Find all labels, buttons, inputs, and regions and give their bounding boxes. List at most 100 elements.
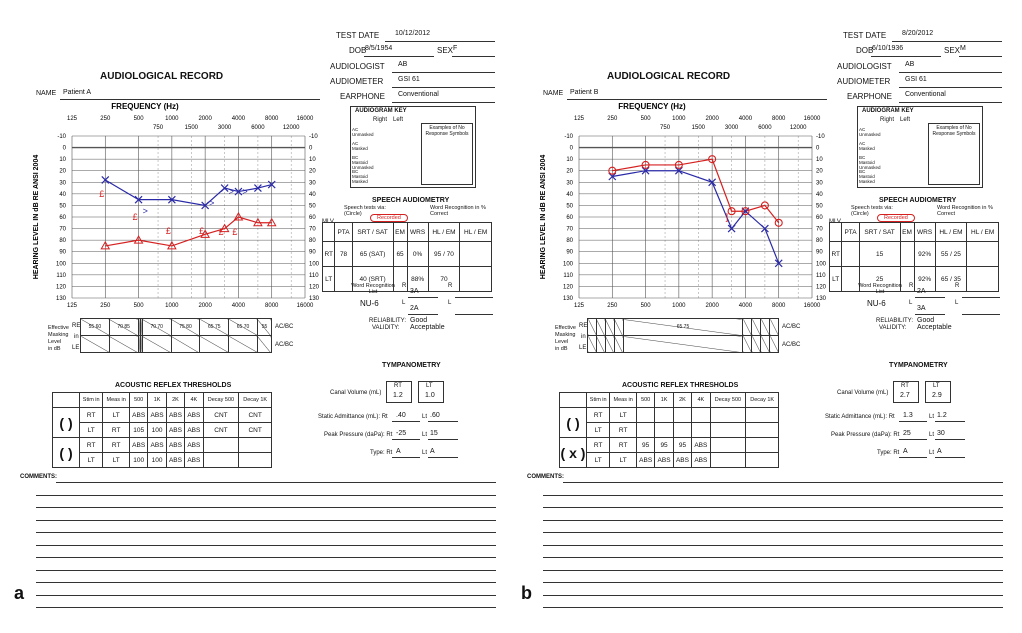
db-tick-left: -10 [564, 134, 573, 140]
reflex-header: Decay 500 [202, 392, 240, 408]
db-tick-left: 80 [59, 238, 66, 244]
reflex-header: Stim in [78, 392, 104, 408]
reflex-cell: ABS [672, 452, 693, 468]
field-underline [452, 56, 495, 57]
left-ac-x-mark [774, 259, 783, 268]
db-tick-left: 120 [563, 284, 574, 290]
masking-cell [108, 335, 139, 353]
field-underline [36, 569, 496, 571]
word-list-r: 3A [410, 288, 419, 295]
reflex-cell: LT [102, 407, 130, 423]
field-underline [899, 457, 927, 458]
field-underline [543, 569, 1003, 571]
left-ac-x-mark [101, 176, 110, 184]
reflex-cell: ABS [165, 422, 186, 438]
db-tick-right: 0 [309, 146, 313, 152]
db-tick-right: 100 [816, 261, 827, 267]
field-underline [392, 87, 495, 88]
word-l-label: L [402, 300, 406, 306]
db-tick-right: 120 [816, 284, 827, 290]
reflex-header: 500 [635, 392, 656, 408]
name-label: NAME [36, 90, 57, 97]
lt-short: Lt [422, 450, 428, 456]
masking-cell: 55 [256, 318, 273, 336]
left-ac-x-mark [220, 184, 229, 192]
reflex-header: Meas in [102, 392, 130, 408]
word-list-r: 2A [917, 288, 926, 295]
reflex-side-head [52, 392, 80, 408]
reflex-cell [654, 422, 674, 438]
freq-tick-inter: 750 [153, 125, 164, 131]
rt-volume-box: RT 2.7 [893, 381, 919, 403]
right-ac-o-mark [774, 218, 783, 227]
masking-cell [141, 335, 172, 353]
masking-cell [604, 335, 615, 353]
reflex-cell: ABS [691, 452, 711, 468]
speech-header: EM [392, 222, 408, 242]
static-adm-lt: .60 [430, 412, 440, 419]
reflex-cell: RT [78, 407, 104, 423]
speech-header: PTA [841, 222, 860, 242]
freq-tick-inter: 3000 [725, 125, 739, 131]
ipsi-group: ( ) [52, 437, 80, 468]
reflex-cell [654, 407, 674, 423]
dob-label: DOB [856, 46, 874, 55]
db-tick-right: 90 [309, 250, 316, 256]
field-underline [36, 544, 496, 546]
db-tick-right: 20 [309, 169, 316, 175]
speech-cell [841, 241, 860, 267]
masking-cell [769, 335, 779, 353]
audiogram-form-a: TEST DATE 10/12/2012 DOB 8/5/1954 SEX F AUDIOL… [0, 0, 500, 633]
field-underline [56, 482, 496, 483]
key-examples-box: Examples of No Response Symbols [421, 123, 473, 185]
reflex-cell: LT [585, 422, 611, 438]
db-tick-left: 40 [59, 192, 66, 198]
speech-cell: 65 (SAT) [351, 241, 394, 267]
reflex-header: 4K [691, 392, 711, 408]
static-adm-label: Static Admittance (mL): Rt [318, 414, 388, 420]
field-underline [899, 439, 927, 440]
audiologist-label: AUDIOLOGIST [837, 62, 892, 71]
db-tick-left: 100 [563, 261, 574, 267]
validity-value: Acceptable [917, 324, 952, 331]
sex-label: SEX [437, 46, 454, 55]
reflex-cell: LT [609, 407, 637, 423]
masking-label: Level [48, 339, 62, 345]
db-tick-left: 120 [56, 284, 67, 290]
right-ac-o-mark [641, 160, 650, 169]
masking-cell [769, 318, 779, 336]
reliability-value: Good [917, 317, 935, 324]
audiologist-label: AUDIOLOGIST [330, 62, 385, 71]
reflex-cell [238, 452, 272, 468]
speech-title: SPEECH AUDIOMETRY [879, 197, 957, 204]
field-underline [543, 557, 1003, 558]
freq-tick-top: 2000 [705, 116, 719, 122]
field-underline [935, 421, 965, 422]
field-underline [455, 314, 493, 315]
reflex-header: 2K [672, 392, 693, 408]
reflex-header: Stim in [585, 392, 611, 408]
peak-pressure-rt: 25 [903, 430, 911, 437]
freq-tick-top: 250 [100, 116, 111, 122]
reflex-cell: CNT [238, 422, 272, 438]
peak-pressure-lt: 15 [430, 430, 438, 437]
masking-cell [587, 335, 597, 353]
y-axis-title: HEARING LEVEL IN dB RE ANSI 2004 [33, 155, 40, 280]
field-underline [36, 594, 496, 596]
freq-tick-top: 125 [574, 116, 585, 122]
field-underline [543, 607, 1003, 608]
reflex-cell: 100 [128, 452, 149, 468]
reflex-cell: 95 [672, 437, 693, 453]
reflex-cell: ABS [184, 422, 204, 438]
db-tick-left: 110 [56, 273, 66, 279]
reflex-side-head [559, 392, 587, 408]
field-underline [892, 41, 1002, 42]
freq-tick-inter: 750 [660, 125, 671, 131]
freq-tick-bottom: 2000 [198, 303, 212, 309]
key-right-label: Right [373, 117, 388, 123]
masking-cell [742, 335, 753, 353]
masking-cell [587, 318, 597, 336]
word-rec-list-label: Word Recognition List [351, 283, 395, 295]
word-rec-list-label: Word Recognition List [858, 283, 902, 295]
right-ac-line [105, 216, 272, 247]
